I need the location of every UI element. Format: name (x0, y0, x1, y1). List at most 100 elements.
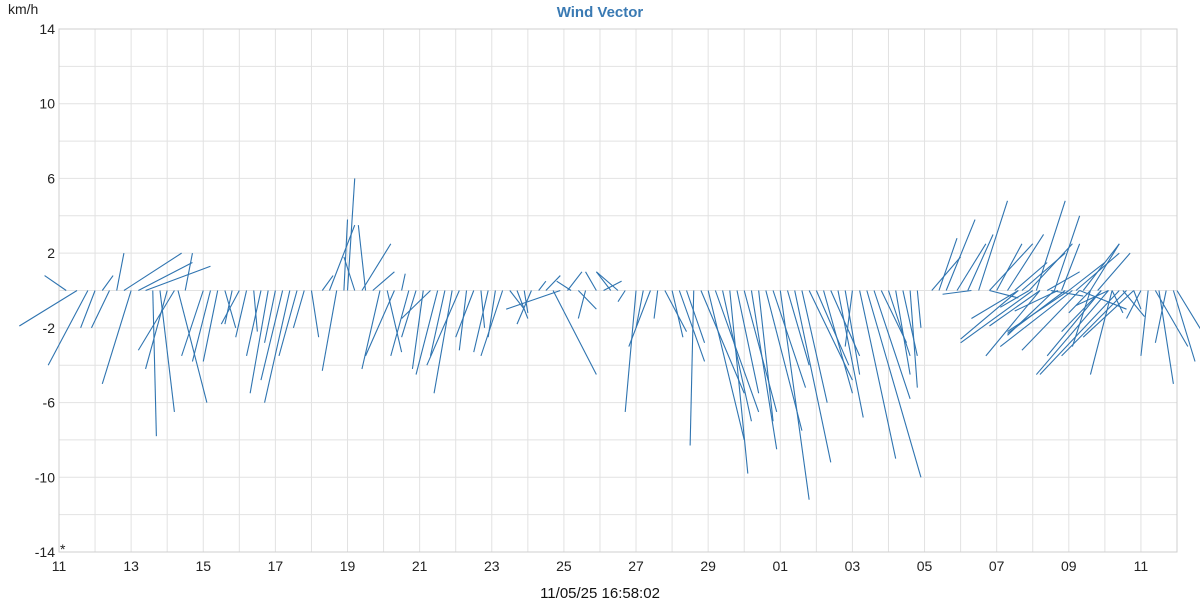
wind-vector (1097, 252, 1131, 291)
wind-vector (556, 280, 572, 291)
wind-vector (1140, 290, 1149, 356)
wind-vector (823, 290, 853, 394)
wind-vector (736, 290, 760, 394)
wind-vector (916, 290, 922, 328)
wind-vector (346, 178, 356, 291)
x-tick-label: 11 (52, 558, 67, 574)
wind-vector (357, 225, 367, 291)
wind-vector (902, 290, 918, 356)
wind-vector (224, 290, 233, 325)
wind-vector (617, 290, 626, 303)
wind-vector (1039, 290, 1120, 375)
x-tick-label: 17 (268, 558, 284, 574)
wind-vector (945, 219, 976, 291)
chart-title: Wind Vector (557, 4, 644, 21)
x-tick-label: 29 (700, 558, 716, 574)
wind-vector (996, 243, 1023, 291)
wind-vector (401, 290, 431, 319)
wind-vector (628, 290, 651, 347)
wind-vector (145, 290, 168, 370)
wind-vector (985, 290, 1041, 357)
x-tick-label: 23 (484, 558, 500, 574)
x-tick-label: 03 (845, 558, 861, 574)
wind-vector (815, 290, 850, 366)
y-tick-label: 6 (47, 170, 55, 186)
wind-vector (729, 290, 749, 474)
wind-vector (80, 290, 96, 329)
wind-vector (552, 290, 597, 375)
wind-vector (801, 290, 828, 403)
wind-vector (253, 290, 258, 332)
wind-vector (931, 256, 962, 291)
wind-vector (779, 290, 810, 500)
wind-vector (1061, 243, 1081, 291)
wind-vector (538, 280, 547, 291)
y-tick-label: -2 (43, 320, 56, 336)
wind-vector (523, 290, 529, 314)
x-tick-label: 21 (412, 558, 428, 574)
wind-vector (1071, 290, 1091, 347)
wind-vector (844, 290, 861, 375)
x-tick-label: 15 (195, 558, 211, 574)
wind-vector (938, 238, 958, 291)
x-tick-label: 11 (1134, 558, 1149, 574)
wind-vector (509, 290, 525, 310)
wind-vector (967, 234, 994, 291)
wind-vector (577, 290, 597, 310)
wind-vector (635, 290, 644, 328)
wind-vector (585, 271, 597, 291)
wind-vector (264, 290, 276, 343)
wind-vector (743, 290, 778, 413)
wind-vector (224, 290, 237, 329)
wind-vector (577, 290, 587, 319)
wind-vector (429, 290, 446, 356)
wind-vector (1154, 290, 1167, 343)
wind-vector (401, 290, 417, 338)
wind-vector (786, 290, 810, 366)
wind-vector (844, 290, 853, 347)
wind-vector (181, 290, 204, 357)
wind-vector (837, 290, 864, 418)
wind-vector (506, 289, 561, 310)
wind-vector (145, 265, 211, 292)
wind-vector (138, 261, 193, 291)
wind-vector (808, 290, 853, 381)
wind-vector (978, 200, 1009, 291)
wind-vector (426, 290, 460, 366)
x-tick-label: 25 (556, 558, 572, 574)
wind-vector (278, 290, 298, 357)
wind-vector (101, 290, 132, 385)
wind-vector (999, 290, 1073, 347)
wind-vector (191, 290, 212, 362)
wind-vector (1068, 262, 1106, 291)
wind-vector (415, 290, 439, 375)
wind-vector (866, 290, 922, 478)
wind-vector (989, 243, 1034, 291)
wind-vector (887, 290, 911, 357)
y-tick-label: -6 (43, 395, 56, 411)
x-tick-label: 01 (773, 558, 789, 574)
wind-vector (971, 290, 1019, 319)
x-tick-label: 09 (1061, 558, 1077, 574)
wind-vector (401, 273, 406, 291)
wind-vector (44, 275, 67, 291)
wind-vector (595, 271, 612, 291)
wind-vector (794, 290, 832, 463)
wind-vector (1046, 271, 1080, 291)
wind-vector (1068, 290, 1091, 314)
wind-vector (714, 290, 760, 413)
wind-vector (343, 256, 356, 291)
wind-vector (909, 290, 918, 388)
wind-vector (653, 290, 659, 319)
wind-vector (455, 290, 475, 338)
wind-vector (365, 290, 395, 357)
wind-vector (873, 290, 911, 400)
y-tick-label: 10 (39, 96, 55, 112)
wind-vector (1111, 290, 1124, 314)
wind-vector (292, 290, 305, 329)
wind-vector (1089, 290, 1113, 375)
wind-vector (480, 290, 486, 328)
wind-vector (567, 271, 583, 291)
wind-vector (1172, 290, 1196, 362)
